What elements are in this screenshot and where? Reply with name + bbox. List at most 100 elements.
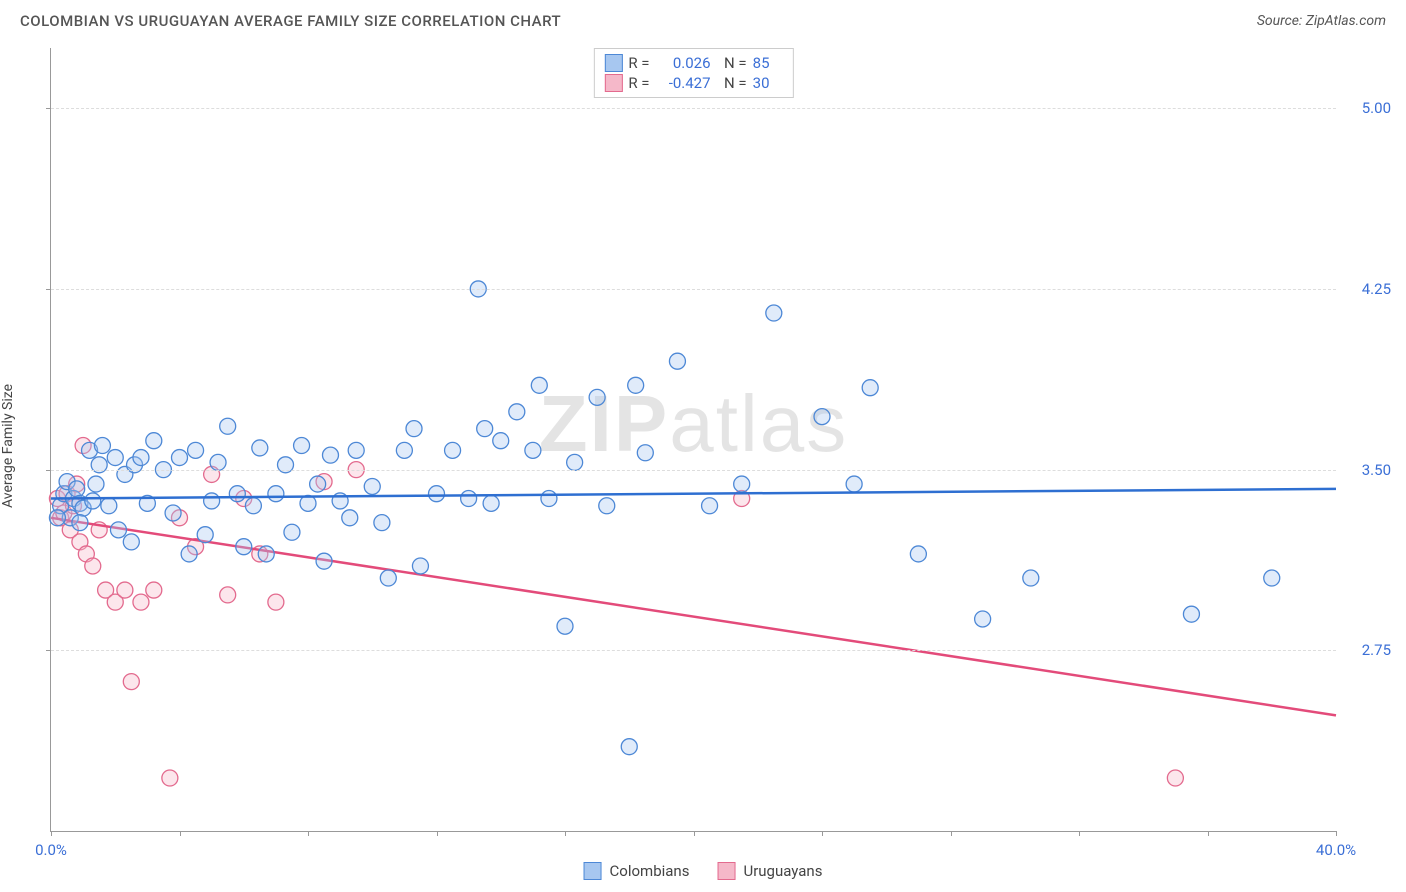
bottom-legend: Colombians Uruguayans — [584, 862, 823, 880]
scatter-point-colombians — [734, 476, 750, 492]
scatter-point-colombians — [541, 491, 557, 507]
scatter-point-uruguayans — [146, 582, 162, 598]
scatter-point-colombians — [210, 454, 226, 470]
scatter-point-colombians — [621, 739, 637, 755]
y-tick-label: 4.25 — [1362, 280, 1391, 298]
scatter-point-colombians — [509, 404, 525, 420]
scatter-point-colombians — [294, 438, 310, 454]
scatter-point-colombians — [123, 534, 139, 550]
scatter-point-colombians — [429, 486, 445, 502]
scatter-point-colombians — [310, 476, 326, 492]
scatter-point-colombians — [477, 421, 493, 437]
scatter-point-colombians — [461, 491, 477, 507]
scatter-point-colombians — [628, 377, 644, 393]
scatter-point-colombians — [374, 515, 390, 531]
scatter-point-colombians — [846, 476, 862, 492]
scatter-point-colombians — [188, 442, 204, 458]
scatter-point-colombians — [637, 445, 653, 461]
scatter-point-colombians — [364, 478, 380, 494]
scatter-point-colombians — [1264, 570, 1280, 586]
plot-area: ZIPatlas R = 0.026 N = 85 R = -0.427 N =… — [50, 48, 1336, 832]
scatter-point-colombians — [146, 433, 162, 449]
scatter-point-colombians — [1183, 606, 1199, 622]
scatter-point-colombians — [258, 546, 274, 562]
scatter-point-colombians — [49, 510, 65, 526]
stats-row-colombians: R = 0.026 N = 85 — [604, 53, 782, 73]
scatter-point-colombians — [110, 522, 126, 538]
scatter-point-colombians — [252, 440, 268, 456]
scatter-point-colombians — [107, 450, 123, 466]
scatter-point-colombians — [72, 515, 88, 531]
scatter-point-uruguayans — [117, 582, 133, 598]
scatter-point-colombians — [88, 476, 104, 492]
scatter-point-colombians — [165, 505, 181, 521]
r-value-colombians: 0.026 — [656, 54, 711, 72]
scatter-point-colombians — [348, 442, 364, 458]
scatter-point-colombians — [483, 495, 499, 511]
scatter-point-colombians — [380, 570, 396, 586]
scatter-point-colombians — [599, 498, 615, 514]
scatter-point-uruguayans — [1167, 770, 1183, 786]
x-tick-label-right: 40.0% — [1316, 841, 1356, 859]
scatter-point-colombians — [814, 409, 830, 425]
scatter-point-colombians — [412, 558, 428, 574]
scatter-point-colombians — [220, 418, 236, 434]
scatter-point-colombians — [910, 546, 926, 562]
legend-swatch-colombians — [584, 862, 602, 880]
scatter-point-uruguayans — [123, 674, 139, 690]
scatter-point-colombians — [342, 510, 358, 526]
scatter-point-colombians — [94, 438, 110, 454]
scatter-point-colombians — [589, 389, 605, 405]
scatter-point-colombians — [69, 481, 85, 497]
scatter-point-colombians — [245, 498, 261, 514]
scatter-point-colombians — [567, 454, 583, 470]
chart-container: ZIPatlas R = 0.026 N = 85 R = -0.427 N =… — [50, 48, 1336, 832]
chart-source: Source: ZipAtlas.com — [1257, 13, 1386, 29]
scatter-point-colombians — [445, 442, 461, 458]
scatter-point-colombians — [284, 524, 300, 540]
stats-box: R = 0.026 N = 85 R = -0.427 N = 30 — [593, 48, 793, 98]
swatch-uruguayans — [604, 74, 622, 92]
scatter-point-uruguayans — [85, 558, 101, 574]
scatter-point-colombians — [268, 486, 284, 502]
chart-header: COLOMBIAN VS URUGUAYAN AVERAGE FAMILY SI… — [0, 0, 1406, 38]
scatter-point-colombians — [322, 447, 338, 463]
scatter-point-uruguayans — [133, 594, 149, 610]
y-tick-label: 5.00 — [1362, 99, 1391, 117]
scatter-plot-svg — [51, 48, 1336, 831]
scatter-point-colombians — [766, 305, 782, 321]
legend-label-uruguayans: Uruguayans — [743, 862, 822, 880]
scatter-point-colombians — [406, 421, 422, 437]
scatter-point-colombians — [531, 377, 547, 393]
scatter-point-colombians — [1023, 570, 1039, 586]
scatter-point-colombians — [204, 493, 220, 509]
scatter-point-colombians — [396, 442, 412, 458]
scatter-point-colombians — [493, 433, 509, 449]
n-value-uruguayans: 30 — [753, 74, 783, 92]
swatch-colombians — [604, 54, 622, 72]
scatter-point-colombians — [85, 493, 101, 509]
r-value-uruguayans: -0.427 — [656, 74, 711, 92]
scatter-point-colombians — [316, 553, 332, 569]
scatter-point-colombians — [525, 442, 541, 458]
scatter-point-colombians — [172, 450, 188, 466]
x-tick-label-left: 0.0% — [35, 841, 67, 859]
scatter-point-colombians — [236, 539, 252, 555]
y-axis-label: Average Family Size — [0, 384, 16, 508]
scatter-point-colombians — [101, 498, 117, 514]
legend-swatch-uruguayans — [717, 862, 735, 880]
scatter-point-uruguayans — [162, 770, 178, 786]
legend-item-colombians: Colombians — [584, 862, 690, 880]
scatter-point-colombians — [669, 353, 685, 369]
scatter-point-uruguayans — [220, 587, 236, 603]
scatter-point-colombians — [557, 618, 573, 634]
scatter-point-colombians — [197, 527, 213, 543]
n-value-colombians: 85 — [753, 54, 783, 72]
scatter-point-colombians — [133, 450, 149, 466]
scatter-point-colombians — [229, 486, 245, 502]
scatter-point-colombians — [975, 611, 991, 627]
chart-title: COLOMBIAN VS URUGUAYAN AVERAGE FAMILY SI… — [20, 12, 561, 30]
stats-row-uruguayans: R = -0.427 N = 30 — [604, 73, 782, 93]
scatter-point-colombians — [862, 380, 878, 396]
legend-label-colombians: Colombians — [610, 862, 690, 880]
